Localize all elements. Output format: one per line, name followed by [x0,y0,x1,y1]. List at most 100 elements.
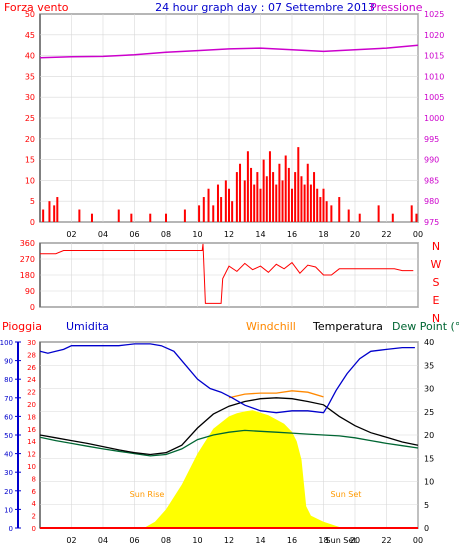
rain-tick-label: 26 [27,364,36,372]
temperature-tick-label: 35 [424,361,434,370]
direction-axis-ticks: 0 90 180 270 360 [20,239,35,312]
temperature-humidity-panel: Pioggia Umidita Windchill Temperatura De… [0,320,459,545]
direction-tick-label: 0 [30,303,35,312]
wind-axis-ticks: 0 5 10 15 20 25 30 35 40 45 50 [25,10,35,227]
wind-tick-label: 20 [25,135,35,144]
rain-tick-label: 14 [27,438,36,446]
windchill-line [228,390,324,399]
top-hour-tick-label: 10 [192,230,202,239]
bottom-hour-tick-label: 08 [161,536,171,545]
pressure-tick-label: 985 [424,176,439,185]
temperature-tick-label: 25 [424,408,434,417]
rain-label: Pioggia [2,320,42,333]
top-hour-tick-label: 04 [98,230,108,239]
pressure-axis-ticks: 975 980 985 990 995 1000 1005 1010 1015 1020 1025 [424,10,444,227]
wind-tick-label: 35 [25,72,35,81]
wind-tick-label: 5 [30,197,35,206]
direction-tick-label: 180 [20,271,35,280]
pressure-tick-label: 990 [424,156,439,165]
rain-tick-label: 0 [32,525,36,533]
solar-radiation-area [40,410,418,528]
top-hour-tick-label: 18 [318,230,328,239]
top-hour-tick-label: 20 [350,230,360,239]
top-series [39,44,419,222]
temperature-line [39,397,419,456]
top-hour-tick-label: 22 [381,230,391,239]
top-hour-tick-label: 16 [287,230,297,239]
top-hour-tick-label: 14 [255,230,265,239]
humidity-tick-label: 20 [4,488,13,496]
rain-tick-label: 16 [27,426,36,434]
pressure-line [39,44,419,59]
bottom-hour-tick-label: 14 [255,536,265,545]
direction-series [40,243,414,304]
direction-tick-label: 270 [20,255,35,264]
pressure-tick-label: 975 [424,218,439,227]
top-hour-tick-label: 08 [161,230,171,239]
sun-rise-label: Sun Rise [130,490,165,499]
rain-tick-label: 6 [32,488,37,496]
temperature-tick-label: 30 [424,385,434,394]
rain-tick-label: 20 [27,401,36,409]
wind-pressure-panel: Forza vento 24 hour graph day : 07 Sette… [4,1,444,239]
rain-tick-label: 2 [32,513,36,521]
humidity-tick-label: 100 [0,339,13,347]
pressure-tick-label: 980 [424,197,439,206]
rain-tick-label: 22 [27,389,36,397]
temperature-label: Temperatura [312,320,383,333]
rain-tick-label: 30 [27,339,36,347]
dewpoint-line [39,429,419,457]
bottom-series [39,343,419,529]
rain-tick-label: 24 [27,376,36,384]
bottom-hour-tick-label: 12 [224,536,234,545]
wind-tick-label: 10 [25,176,35,185]
humidity-tick-label: 70 [4,395,13,403]
compass-label: N [432,312,440,325]
bottom-hour-tick-label: 06 [129,536,139,545]
wind-force-label: Forza vento [4,1,69,14]
bottom-hour-tick-label: 22 [381,536,391,545]
compass-label: N [432,240,440,253]
bottom-hour-tick-label: 18 [318,536,328,545]
temperature-tick-label: 20 [424,431,434,440]
top-grid [40,13,419,223]
dewpoint-label: Dew Point (°C [392,320,459,333]
pressure-tick-label: 1020 [424,31,444,40]
humidity-tick-label: 0 [9,525,13,533]
humidity-label: Umidita [66,320,109,333]
bottom-hour-tick-label: 16 [287,536,297,545]
sun-set-label: Sun Set [331,490,362,499]
pressure-tick-label: 995 [424,135,439,144]
rain-tick-label: 28 [27,351,36,359]
pressure-tick-label: 1005 [424,93,444,102]
humidity-tick-label: 60 [4,413,13,421]
rain-tick-label: 8 [32,475,36,483]
top-hour-tick-label: 06 [129,230,139,239]
temperature-axis-ticks: 0 5 10 15 20 25 30 35 40 [424,338,434,533]
bottom-hour-tick-label: 04 [98,536,108,545]
humidity-tick-label: 30 [4,469,13,477]
humidity-tick-label: 50 [4,432,13,440]
wind-tick-label: 15 [25,156,35,165]
wind-tick-label: 25 [25,114,35,123]
temperature-tick-label: 40 [424,338,434,347]
graph-title: 24 hour graph day : 07 Settembre 2013 [155,1,375,14]
wind-tick-label: 45 [25,31,35,40]
bottom-hour-tick-label: 00 [413,536,423,545]
pressure-tick-label: 1025 [424,10,444,19]
windchill-label: Windchill [246,320,296,333]
pressure-tick-label: 1015 [424,52,444,61]
humidity-tick-label: 80 [4,376,13,384]
pressure-label: Pressione [370,1,423,14]
compass-label: S [433,276,440,289]
temperature-tick-label: 15 [424,454,434,463]
direction-tick-label: 90 [25,287,35,296]
pressure-tick-label: 1010 [424,72,444,81]
compass-label: W [431,258,442,271]
direction-tick-label: 360 [20,239,35,248]
bottom-hour-tick-label: 20 [350,536,360,545]
